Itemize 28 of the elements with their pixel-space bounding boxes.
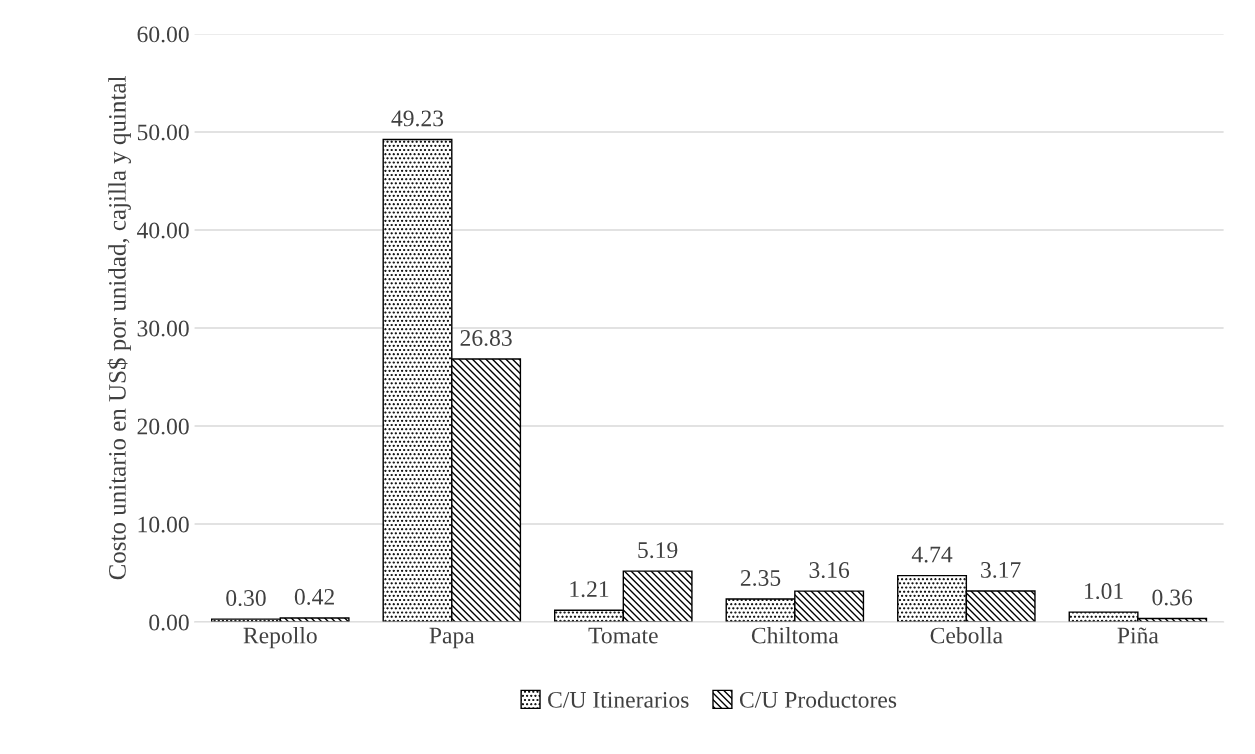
y-tick-label: 30.00 xyxy=(137,320,189,337)
x-tick-label: Chiltoma xyxy=(751,626,839,644)
legend-label: C/U Itinerarios xyxy=(548,691,689,708)
x-tick-label: Repollo xyxy=(243,626,317,649)
x-tick-label: Papa xyxy=(429,627,475,649)
y-tick-label: 10.00 xyxy=(138,516,189,533)
data-label: 26.83 xyxy=(460,330,512,347)
data-label: 4.74 xyxy=(911,546,953,563)
legend-label: C/U Productores xyxy=(739,691,897,708)
data-label: 0.30 xyxy=(226,590,266,607)
y-tick-label: 20.00 xyxy=(137,418,189,435)
data-label: 0.36 xyxy=(1152,589,1193,606)
data-label: 2.35 xyxy=(740,570,781,586)
y-axis-title: Costo unitario en US$ por unidad, cajilla y quintal xyxy=(107,76,131,580)
x-tick-label: Tomate xyxy=(588,627,658,644)
y-tick-label: 40.00 xyxy=(137,222,189,239)
x-tick-label: Cebolla xyxy=(930,626,1003,644)
data-label: 49.23 xyxy=(391,110,444,127)
data-label: 1.21 xyxy=(570,581,609,598)
y-tick-label: 50.00 xyxy=(137,124,189,141)
x-tick-label: Piña xyxy=(1117,627,1159,644)
data-label: 3.17 xyxy=(981,561,1021,578)
data-label: 0.42 xyxy=(294,588,334,605)
data-label: 1.01 xyxy=(1084,583,1123,600)
y-tick-label: 0.00 xyxy=(149,614,189,631)
data-label: 5.19 xyxy=(638,542,678,559)
data-label: 3.16 xyxy=(809,562,850,579)
y-tick-label: 60.00 xyxy=(137,26,189,43)
